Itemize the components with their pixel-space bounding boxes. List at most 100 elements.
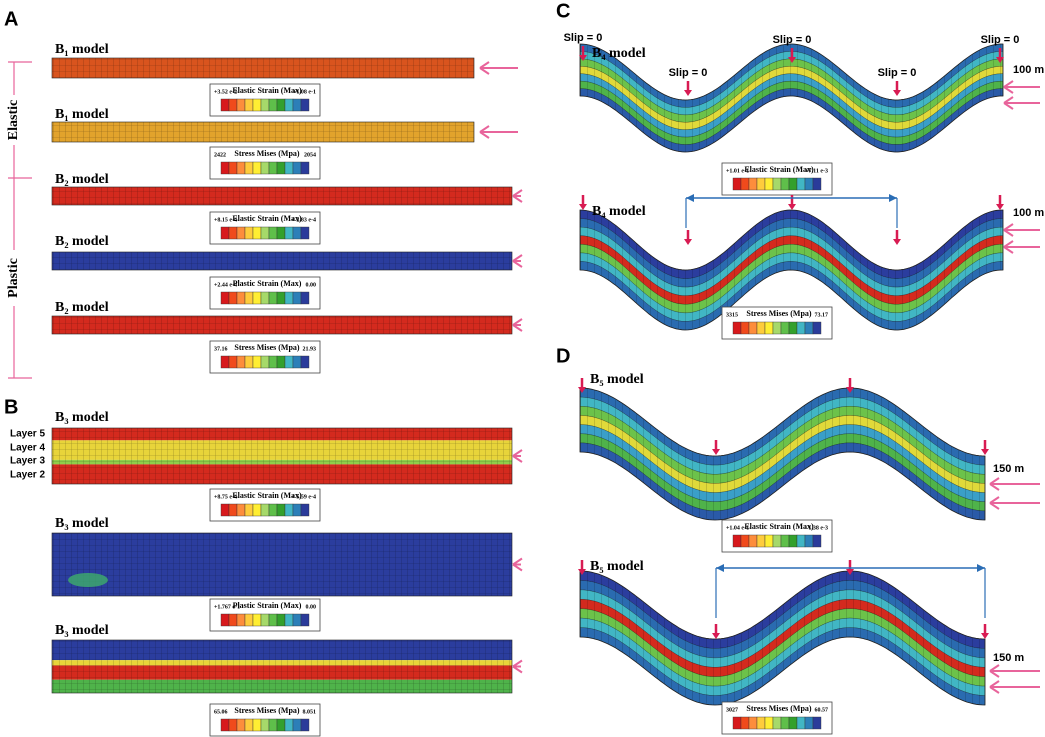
colorbar-cell: [268, 613, 278, 627]
legend-max: +1.08 e-1: [293, 89, 316, 95]
colorbar-cell: [268, 161, 278, 175]
legend-max: + 2.83 e-4: [291, 217, 316, 223]
colorbar-cell: [796, 716, 806, 730]
load-arrowhead: [1003, 240, 1014, 254]
colorbar-cell: [276, 613, 286, 627]
colorbar-cell: [284, 98, 294, 112]
legend-title: Plastic Strain (Max): [233, 279, 302, 288]
colorbar-cell: [748, 716, 758, 730]
model-label: B₄ model: [592, 46, 646, 61]
colorbar-cell: [260, 355, 270, 369]
model-label: B₁ model: [55, 107, 109, 122]
colorbar-cell: [300, 355, 310, 369]
mesh-grid: [51, 57, 475, 79]
colorbar-cell: [220, 613, 230, 627]
load-arrowhead: [512, 557, 523, 572]
load-arrowhead: [989, 680, 1000, 694]
slip-arrowhead: [846, 387, 854, 393]
legend-max: +7.11 e-3: [805, 168, 828, 174]
slip-arrowhead: [788, 204, 796, 210]
mesh-grid: [51, 532, 513, 597]
colorbar-cell: [732, 716, 742, 730]
colorbar-cell: [756, 534, 766, 548]
colorbar-cell: [236, 355, 246, 369]
colorbar-cell: [260, 718, 270, 732]
colorbar-cell: [732, 321, 742, 335]
legend-title: Elastic Strain (Max): [744, 522, 814, 531]
colorbar-cell: [260, 613, 270, 627]
layer-label: Layer 4: [10, 443, 45, 454]
legend-title: Elastic Strain (Max): [232, 86, 302, 95]
colorbar-cell: [244, 291, 254, 305]
load-arrowhead: [512, 449, 523, 463]
model-label: B₁ model: [55, 42, 109, 57]
slip-label: Slip = 0: [981, 34, 1020, 46]
colorbar-cell: [276, 291, 286, 305]
legend-min: 3027: [726, 707, 738, 713]
legend-min: +8.15 e-4: [214, 217, 237, 223]
colorbar-cell: [764, 534, 774, 548]
colorbar-cell: [268, 98, 278, 112]
colorbar-cell: [764, 716, 774, 730]
layer-label: Layer 3: [10, 456, 45, 467]
colorbar-cell: [292, 355, 302, 369]
colorbar-cell: [292, 503, 302, 517]
colorbar-cell: [300, 291, 310, 305]
strain-spot: [68, 573, 108, 587]
colorbar-cell: [788, 321, 798, 335]
slip-arrowhead: [981, 449, 989, 455]
colorbar-cell: [260, 226, 270, 240]
legend-title: Stress Mises (Mpa): [746, 309, 812, 318]
colorbar-cell: [276, 226, 286, 240]
load-arrowhead: [989, 496, 1000, 510]
load-arrowhead: [1003, 80, 1014, 94]
colorbar-cell: [228, 161, 238, 175]
colorbar-cell: [788, 716, 798, 730]
load-arrowhead: [512, 318, 523, 332]
colorbar-cell: [220, 98, 230, 112]
slip-label: Slip = 0: [564, 32, 603, 44]
colorbar-cell: [244, 613, 254, 627]
colorbar-cell: [812, 716, 822, 730]
slip-arrowhead: [684, 90, 692, 96]
colorbar-cell: [252, 226, 262, 240]
distance-label: 100 m: [1013, 64, 1044, 76]
panel-letter: A: [4, 8, 18, 30]
legend-min: +1.04 e-1: [726, 525, 749, 531]
colorbar-cell: [228, 503, 238, 517]
colorbar-cell: [260, 161, 270, 175]
load-arrowhead: [512, 659, 523, 674]
colorbar-cell: [748, 534, 758, 548]
mesh-grid: [51, 251, 513, 271]
legend-title: Stress Mises (Mpa): [234, 343, 300, 352]
colorbar-cell: [292, 226, 302, 240]
model-label: B₅ model: [590, 559, 644, 574]
colorbar-cell: [236, 291, 246, 305]
colorbar-cell: [292, 718, 302, 732]
load-arrowhead: [512, 254, 523, 268]
colorbar-cell: [268, 355, 278, 369]
legend-min: +1.01 e-1: [726, 168, 749, 174]
colorbar-cell: [756, 716, 766, 730]
legend-title: Stress Mises (Mpa): [746, 704, 812, 713]
colorbar-cell: [292, 98, 302, 112]
colorbar-cell: [220, 291, 230, 305]
colorbar-cell: [300, 226, 310, 240]
distance-label: 150 m: [993, 652, 1024, 664]
slip-arrowhead: [712, 633, 720, 639]
legend-min: 37.16: [214, 346, 228, 352]
legend-title: Elastic Strain (Max): [232, 491, 302, 500]
colorbar-cell: [252, 718, 262, 732]
colorbar-cell: [284, 161, 294, 175]
slip-arrowhead: [981, 633, 989, 639]
legend-min: 65.06: [214, 709, 228, 715]
legend-max: - 1.38 e-3: [805, 525, 828, 531]
colorbar-cell: [772, 716, 782, 730]
mesh-grid: [51, 121, 475, 143]
colorbar-cell: [740, 716, 750, 730]
colorbar-cell: [252, 613, 262, 627]
colorbar-cell: [244, 503, 254, 517]
legend-max: 2054: [304, 152, 316, 158]
load-arrowhead: [1003, 223, 1014, 237]
